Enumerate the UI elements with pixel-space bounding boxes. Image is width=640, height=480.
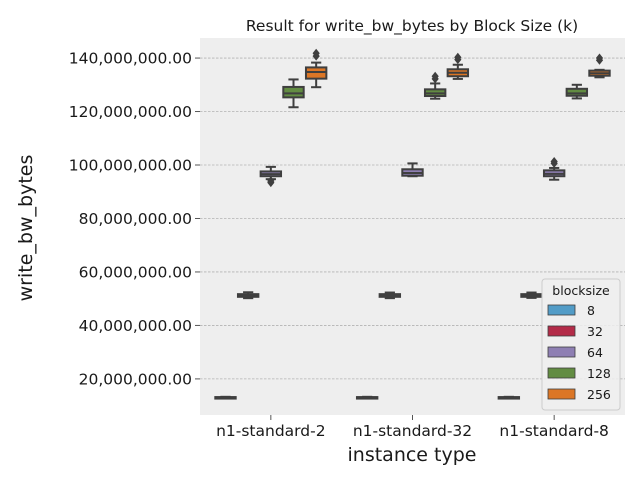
box-body (282, 85, 305, 99)
y-axis-ticks: 20,000,000.00 40,000,000.00 60,000,000.00 8… (69, 50, 200, 388)
box-256-n1-standard-2 (304, 48, 328, 89)
y-tick-label: 60,000,000.00 (79, 263, 192, 281)
legend: blocksize 8 32 64 128 256 (541, 278, 621, 411)
y-axis-label: write_bw_bytes (15, 155, 37, 302)
box-64-n1-standard-2 (259, 165, 283, 188)
x-tick-label: n1-standard-32 (353, 422, 472, 440)
legend-label: 128 (587, 366, 611, 381)
box-32-n1-standard-32 (378, 291, 402, 300)
box-256-n1-standard-32 (446, 52, 470, 80)
legend-swatch (547, 367, 576, 379)
legend-label: 8 (587, 303, 595, 318)
x-axis-ticks: n1-standard-2 n1-standard-32 n1-standard-8 (216, 415, 609, 440)
y-tick-label: 120,000,000.00 (69, 103, 192, 121)
legend-swatch (547, 346, 576, 358)
y-tick-label: 20,000,000.00 (79, 370, 192, 388)
outlier-point (431, 71, 439, 81)
y-tick-label: 140,000,000.00 (69, 50, 192, 68)
legend-swatch (547, 388, 576, 400)
box-64-n1-standard-32 (401, 162, 424, 178)
box-32-n1-standard-8 (520, 291, 543, 299)
box-body (304, 66, 328, 80)
y-tick-label: 100,000,000.00 (69, 157, 192, 175)
chart-title: Result for write_bw_bytes by Block Size … (246, 17, 578, 36)
y-tick-label: 40,000,000.00 (79, 317, 192, 335)
x-axis-label: instance type (348, 444, 477, 466)
box-8-n1-standard-2 (214, 395, 237, 400)
x-tick-label: n1-standard-2 (216, 422, 325, 440)
box-128-n1-standard-2 (282, 78, 305, 109)
x-tick-label: n1-standard-8 (499, 422, 608, 440)
outlier-point (454, 52, 462, 62)
outlier-point (595, 53, 604, 63)
box-128-n1-standard-32 (423, 71, 447, 100)
box-8-n1-standard-8 (497, 395, 521, 400)
box-32-n1-standard-2 (236, 291, 260, 300)
box-256-n1-standard-8 (588, 53, 611, 79)
legend-label: 64 (587, 345, 603, 360)
outlier-point (550, 157, 558, 167)
legend-swatch (547, 304, 576, 316)
box-body (565, 87, 589, 97)
outlier-point (267, 176, 275, 186)
box-128-n1-standard-8 (565, 83, 589, 100)
outlier-point (312, 48, 320, 58)
box-series (214, 48, 611, 400)
legend-label: 256 (587, 387, 611, 402)
box-64-n1-standard-8 (542, 157, 566, 181)
legend-swatch (547, 325, 576, 337)
box-8-n1-standard-32 (355, 395, 379, 400)
legend-title: blocksize (552, 283, 610, 298)
legend-label: 32 (587, 324, 603, 339)
y-tick-label: 80,000,000.00 (79, 210, 192, 228)
